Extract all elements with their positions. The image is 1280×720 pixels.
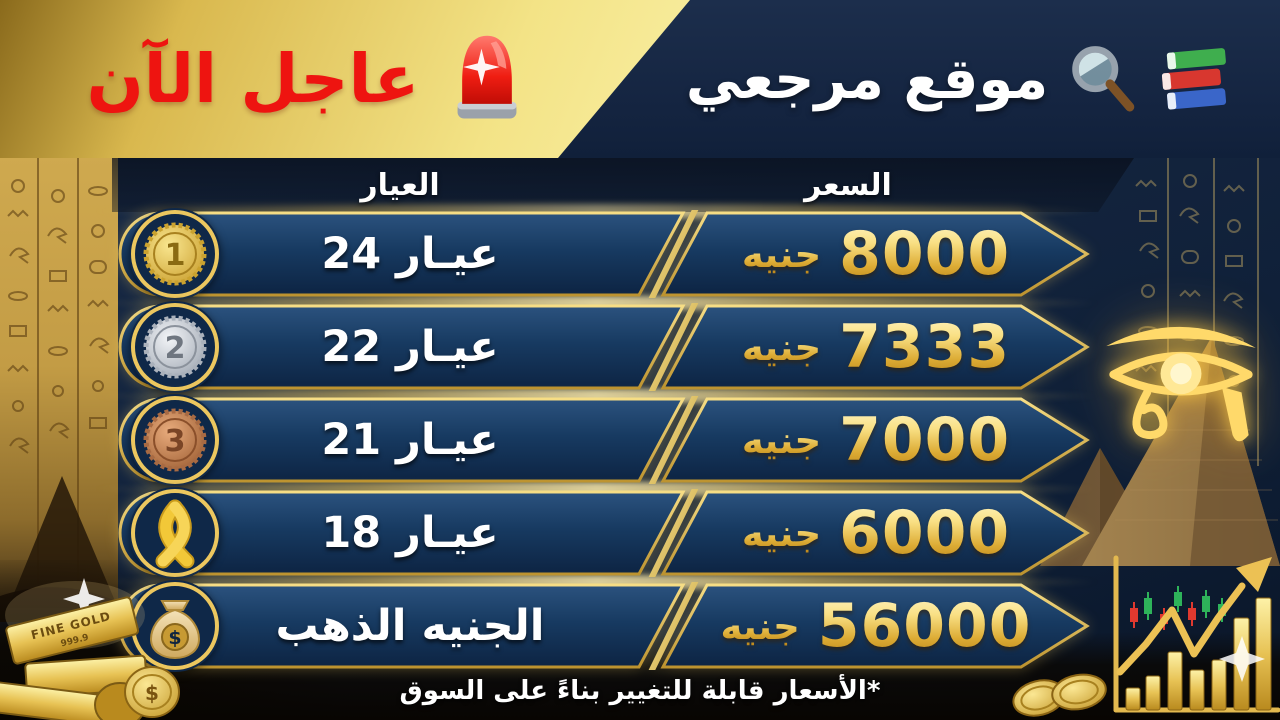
currency-label: جنيه bbox=[720, 604, 800, 648]
dollar-sign: $ bbox=[145, 681, 159, 705]
silver-medal-icon: 2 bbox=[129, 301, 221, 393]
price-value: 56000 جنيه bbox=[680, 582, 1072, 670]
rank-number: 1 bbox=[165, 238, 186, 273]
pyramids bbox=[1040, 330, 1280, 570]
price-value: 8000 جنيه bbox=[680, 210, 1072, 298]
row-pill-shapes bbox=[118, 210, 1090, 298]
karat-label: عيـار 24 bbox=[321, 229, 499, 279]
row-pill-shapes bbox=[118, 489, 1090, 577]
rank-badge bbox=[127, 485, 223, 581]
price-value: 7000 جنيه bbox=[680, 396, 1072, 484]
rank-badge: 1 bbox=[127, 206, 223, 302]
price-value: 6000 جنيه bbox=[680, 489, 1072, 577]
price-number: 56000 bbox=[817, 591, 1032, 661]
currency-label: جنيه bbox=[741, 325, 822, 369]
price-number: 6000 bbox=[839, 498, 1011, 568]
price-number: 8000 bbox=[839, 219, 1011, 289]
price-number: 7000 bbox=[839, 405, 1011, 475]
column-header-karat: العيار bbox=[360, 167, 440, 203]
price-value: 7333 جنيه bbox=[680, 303, 1072, 391]
gold-trend-chart bbox=[1090, 552, 1280, 720]
hieroglyphs-left bbox=[0, 156, 118, 622]
row-pill-shapes bbox=[118, 303, 1090, 391]
column-header-band bbox=[112, 158, 1134, 212]
dollar-sign: $ bbox=[168, 627, 181, 649]
gold-bars: FINE GOLD 999.9 $ bbox=[0, 570, 190, 720]
table-row: 3 عيـار 21 7000 جنيه bbox=[115, 394, 1095, 486]
books-icon bbox=[1162, 48, 1227, 110]
price-number: 7333 bbox=[839, 312, 1011, 382]
breaking-news-block: عاجل الآن bbox=[10, 0, 610, 158]
table-row: 2 عيـار 22 7333 جنيه bbox=[115, 301, 1095, 393]
ribbon-icon bbox=[129, 487, 221, 579]
breaking-news-label: عاجل الآن bbox=[86, 40, 421, 118]
column-header-price: السعر bbox=[804, 167, 892, 203]
rank-badge: $ bbox=[127, 578, 223, 674]
gold-coins bbox=[1005, 668, 1115, 720]
rank-badge: 3 bbox=[127, 392, 223, 488]
currency-label: جنيه bbox=[741, 511, 822, 555]
rank-number: 3 bbox=[165, 424, 186, 459]
magnifier-icon bbox=[1072, 46, 1135, 112]
site-title-label: موقع مرجعي bbox=[685, 46, 1049, 112]
money-bag-icon: $ bbox=[129, 580, 221, 672]
table-row: عيـار 18 6000 جنيه bbox=[115, 487, 1095, 579]
currency-label: جنيه bbox=[741, 418, 822, 462]
breaking-banner bbox=[0, 0, 690, 158]
bronze-medal-icon: 3 bbox=[129, 394, 221, 486]
table-row: 1 عيـار 24 8000 جنيه bbox=[115, 208, 1095, 300]
karat-label: عيـار 18 bbox=[321, 508, 499, 558]
rank-number: 2 bbox=[165, 331, 186, 366]
row-pill-shapes bbox=[118, 396, 1090, 484]
table-row: $ الجنيه الذهب 56000 جنيه bbox=[115, 580, 1095, 672]
karat-label: عيـار 22 bbox=[321, 322, 499, 372]
eye-of-horus-icon bbox=[1092, 300, 1270, 458]
site-title-block: موقع مرجعي bbox=[650, 0, 1270, 158]
karat-label: عيـار 21 bbox=[321, 415, 499, 465]
papyrus-hieroglyph-strip bbox=[0, 156, 118, 622]
siren-icon bbox=[457, 35, 517, 119]
karat-label: الجنيه الذهب bbox=[275, 601, 545, 651]
currency-label: جنيه bbox=[741, 232, 822, 276]
disclaimer-note: *الأسعار قابلة للتغيير بناءً على السوق bbox=[399, 676, 881, 706]
rank-badge: 2 bbox=[127, 299, 223, 395]
gold-medal-icon: 1 bbox=[129, 208, 221, 300]
